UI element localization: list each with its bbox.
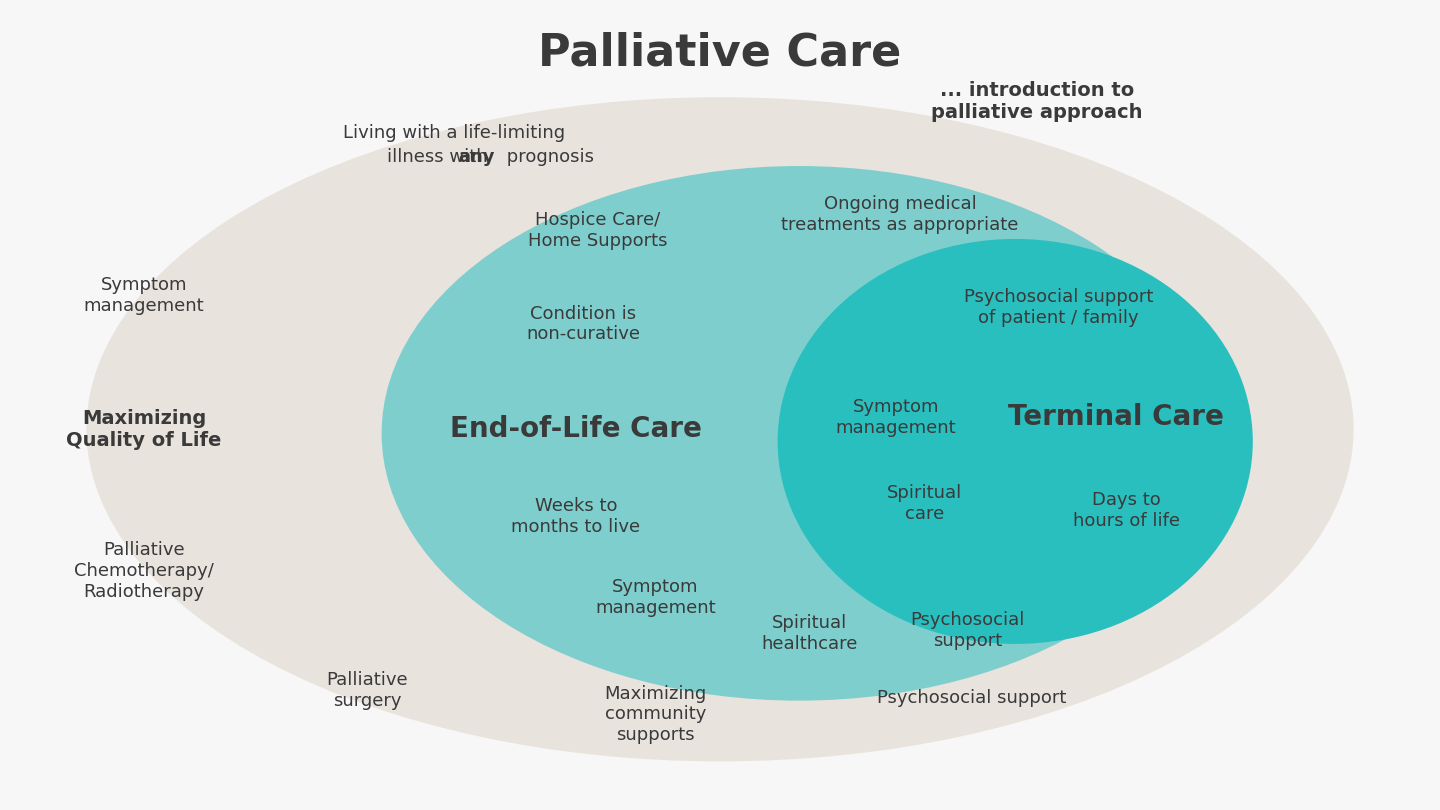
Text: Condition is
non-curative: Condition is non-curative	[526, 305, 641, 343]
Text: Symptom
management: Symptom management	[595, 578, 716, 617]
Text: Days to
hours of life: Days to hours of life	[1073, 491, 1179, 530]
Ellipse shape	[86, 97, 1354, 761]
Text: Hospice Care/
Home Supports: Hospice Care/ Home Supports	[528, 211, 667, 250]
Text: Symptom
management: Symptom management	[835, 398, 956, 437]
Text: Spiritual
care: Spiritual care	[887, 484, 962, 523]
Text: Maximizing
community
supports: Maximizing community supports	[603, 684, 707, 744]
Text: ... introduction to
palliative approach: ... introduction to palliative approach	[932, 81, 1142, 122]
Ellipse shape	[778, 239, 1253, 644]
Text: Living with a life-limiting: Living with a life-limiting	[343, 124, 564, 142]
Text: Palliative
surgery: Palliative surgery	[327, 671, 408, 710]
Text: Terminal Care: Terminal Care	[1008, 403, 1224, 431]
Text: Weeks to
months to live: Weeks to months to live	[511, 497, 641, 536]
Text: Maximizing
Quality of Life: Maximizing Quality of Life	[66, 409, 222, 450]
Text: Symptom
management: Symptom management	[84, 276, 204, 315]
Text: Spiritual
healthcare: Spiritual healthcare	[762, 614, 857, 653]
Text: Palliative
Chemotherapy/
Radiotherapy: Palliative Chemotherapy/ Radiotherapy	[73, 541, 215, 601]
Text: prognosis: prognosis	[501, 148, 595, 166]
Text: Ongoing medical
treatments as appropriate: Ongoing medical treatments as appropriat…	[782, 195, 1018, 234]
Text: Palliative Care: Palliative Care	[539, 31, 901, 75]
Text: any: any	[458, 148, 495, 166]
Text: End-of-Life Care: End-of-Life Care	[451, 416, 701, 443]
Text: Psychosocial
support: Psychosocial support	[910, 611, 1025, 650]
Text: Psychosocial support: Psychosocial support	[877, 689, 1067, 707]
Ellipse shape	[382, 166, 1217, 701]
Text: Psychosocial support
of patient / family: Psychosocial support of patient / family	[963, 288, 1153, 327]
Text: illness with: illness with	[386, 148, 492, 166]
